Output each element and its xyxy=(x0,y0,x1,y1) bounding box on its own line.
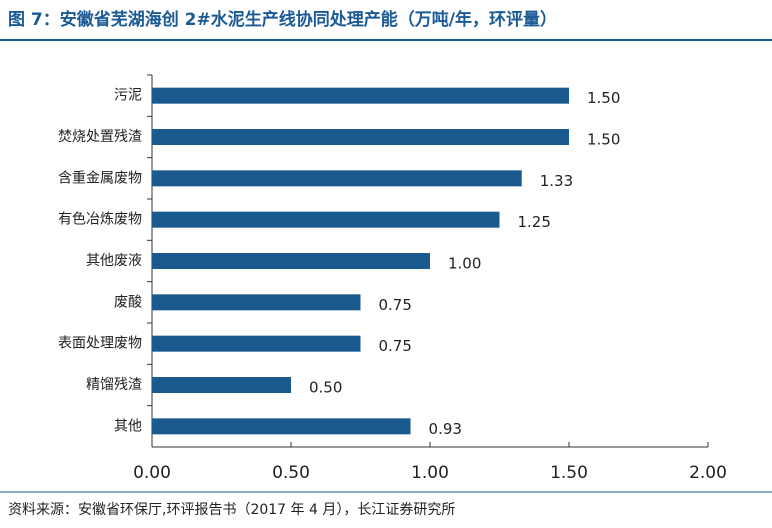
value-label: 1.50 xyxy=(587,131,620,149)
value-label: 1.00 xyxy=(448,255,481,273)
x-tick-label: 0.50 xyxy=(272,463,310,483)
bar xyxy=(152,335,361,352)
x-tick-label: 2.00 xyxy=(689,463,727,483)
y-tick-label: 其他废液 xyxy=(86,253,142,269)
y-tick-label: 焚烧处置残渣 xyxy=(58,129,142,145)
value-label: 1.33 xyxy=(540,172,573,190)
bar xyxy=(152,211,500,228)
value-label: 0.75 xyxy=(379,337,412,355)
bar xyxy=(152,418,411,435)
y-tick-label: 有色冶炼废物 xyxy=(58,211,142,228)
value-label: 0.75 xyxy=(379,296,412,314)
chart-title: 图 7：安徽省芜湖海创 2#水泥生产线协同处理产能（万吨/年，环评量） xyxy=(8,9,557,30)
y-tick-label: 含重金属废物 xyxy=(58,170,142,186)
bar xyxy=(152,294,361,311)
value-label: 0.93 xyxy=(429,420,462,438)
value-label: 1.50 xyxy=(587,89,620,107)
x-tick-label: 1.50 xyxy=(550,463,588,483)
x-tick-label: 0.00 xyxy=(133,463,171,483)
bar xyxy=(152,87,569,104)
y-tick-label: 精馏残渣 xyxy=(86,377,142,393)
y-tick-label: 其他 xyxy=(114,418,142,434)
source-note: 资料来源：安徽省环保厅,环评报告书（2017 年 4 月），长江证券研究所 xyxy=(8,502,455,518)
bar xyxy=(152,253,430,269)
y-tick-label: 表面处理废物 xyxy=(58,336,142,352)
value-label: 0.50 xyxy=(309,379,342,397)
bar xyxy=(152,170,522,187)
x-tick-label: 1.00 xyxy=(411,463,449,483)
y-tick-label: 污泥 xyxy=(114,88,142,104)
value-label: 1.25 xyxy=(518,213,551,231)
bar xyxy=(152,377,291,393)
y-tick-label: 废酸 xyxy=(114,294,142,310)
bar xyxy=(152,129,569,145)
